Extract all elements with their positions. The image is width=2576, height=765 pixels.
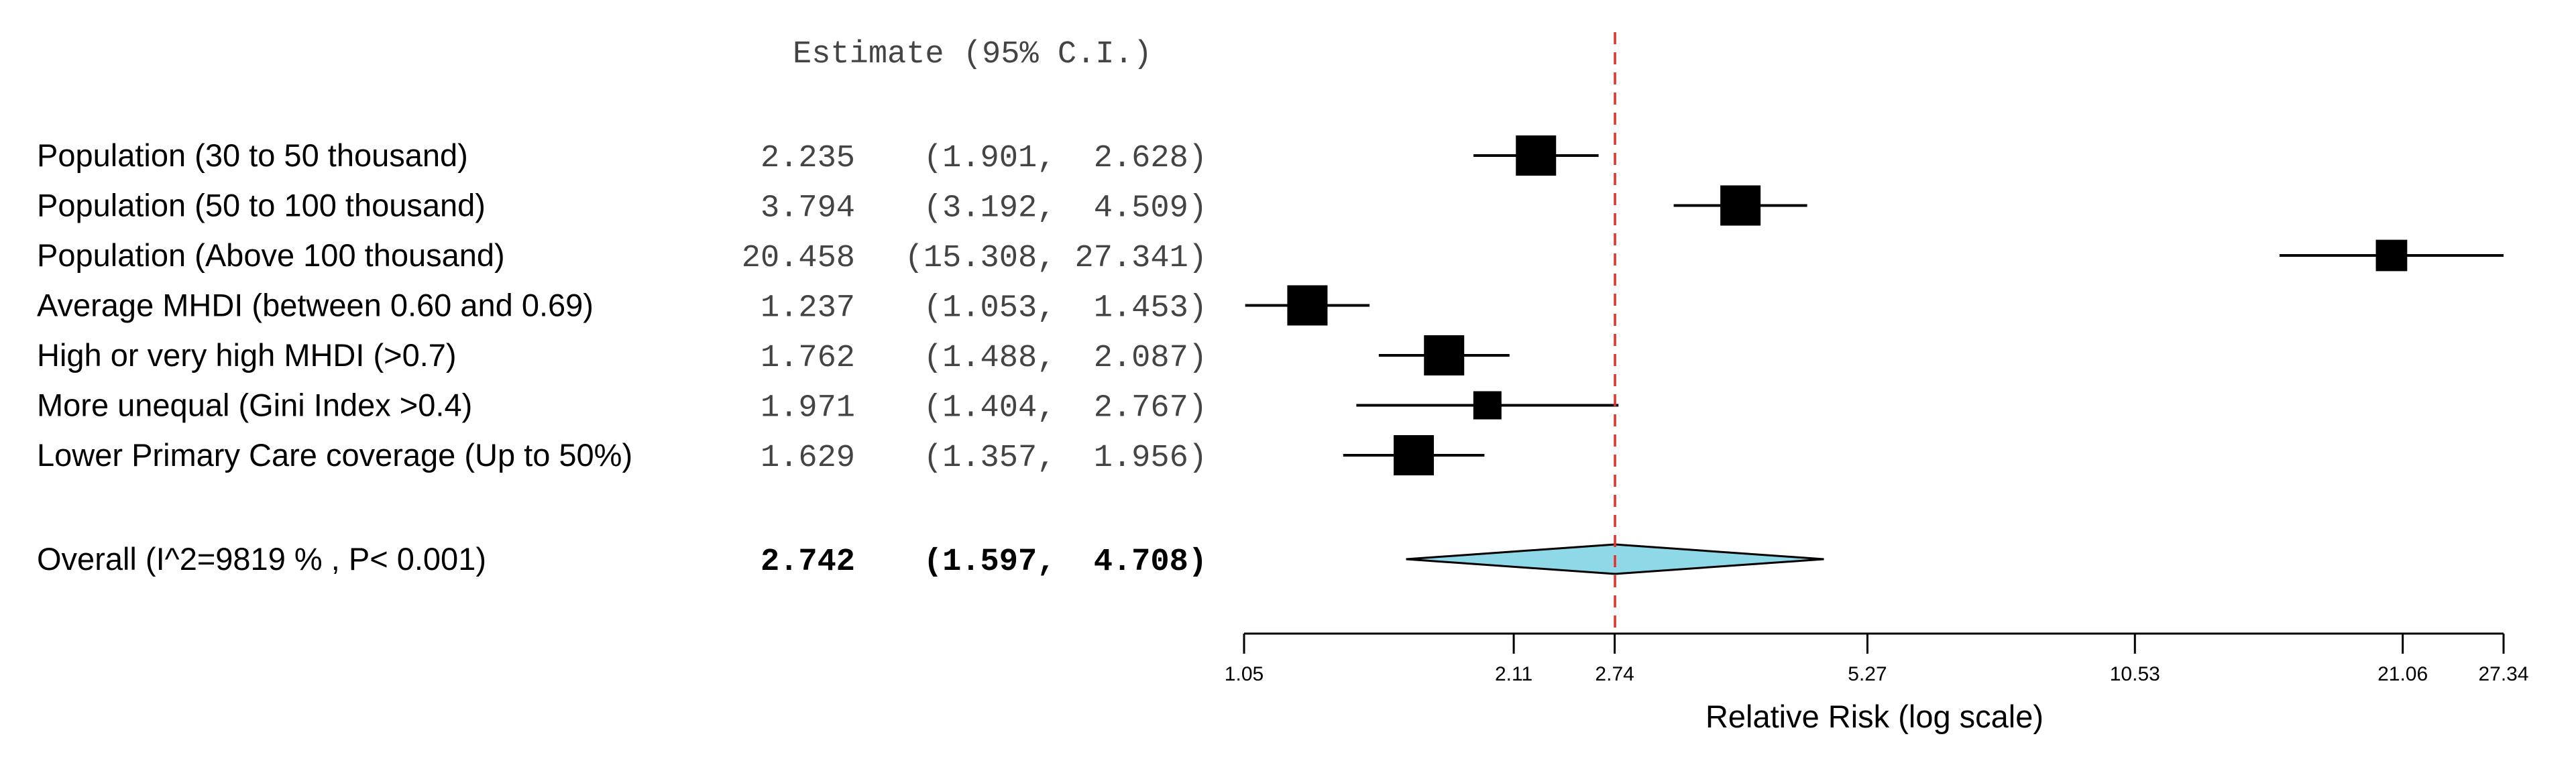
estimate-marker (1720, 185, 1761, 226)
estimate-marker (1473, 391, 1502, 420)
x-tick-label: 10.53 (2110, 663, 2160, 685)
x-tick-label: 2.74 (1595, 663, 1634, 685)
estimate-marker (1287, 285, 1328, 326)
overall-ci: (1.597, 4.708) (923, 544, 1207, 580)
forest-row: More unequal (Gini Index >0.4) 1.971 (1.40… (37, 388, 1619, 426)
row-estimate: 3.794 (761, 191, 855, 227)
forest-row: High or very high MHDI (>0.7) 1.762 (1.488… (37, 335, 1510, 376)
estimate-header: Estimate (95% C.I.) (793, 37, 1152, 72)
row-ci: (1.357, 1.956) (923, 440, 1207, 476)
overall-estimate: 2.742 (761, 544, 855, 580)
forest-row: Lower Primary Care coverage (Up to 50%) 1… (37, 435, 1485, 476)
x-tick-label: 21.06 (2377, 663, 2428, 685)
row-estimate: 1.971 (761, 391, 855, 426)
forest-row: Population (30 to 50 thousand) 2.235 (1.90… (37, 135, 1599, 176)
row-estimate: 1.762 (761, 341, 855, 376)
overall-label: Overall (I^2=9819 % , P< 0.001) (37, 541, 486, 577)
row-ci: (15.308, 27.341) (905, 241, 1207, 276)
row-label: More unequal (Gini Index >0.4) (37, 388, 472, 423)
row-label: Population (30 to 50 thousand) (37, 137, 468, 173)
row-label: Lower Primary Care coverage (Up to 50%) (37, 437, 632, 473)
row-ci: (1.488, 2.087) (923, 341, 1207, 376)
estimate-marker (1394, 435, 1435, 475)
row-estimate: 1.237 (761, 291, 855, 327)
row-estimate: 2.235 (761, 141, 855, 176)
row-estimate: 1.629 (761, 440, 855, 476)
rows-group: Population (30 to 50 thousand) 2.235 (1.90… (37, 135, 2504, 476)
row-ci: (3.192, 4.509) (923, 191, 1207, 227)
x-tick-label: 5.27 (1848, 663, 1887, 685)
row-ci: (1.053, 1.453) (923, 291, 1207, 327)
x-tick-label: 1.05 (1225, 663, 1264, 685)
estimate-marker (2375, 239, 2408, 272)
row-label: Population (50 to 100 thousand) (37, 188, 486, 223)
row-estimate: 20.458 (742, 241, 855, 276)
x-tick-label: 2.11 (1495, 663, 1532, 685)
forest-row: Average MHDI (between 0.60 and 0.69) 1.23… (37, 285, 1370, 327)
forest-row: Population (Above 100 thousand) 20.458 (15… (37, 237, 2504, 276)
row-ci: (1.404, 2.767) (923, 391, 1207, 426)
row-ci: (1.901, 2.628) (923, 141, 1207, 176)
row-label: Average MHDI (between 0.60 and 0.69) (37, 288, 594, 323)
estimate-marker (1516, 135, 1557, 176)
x-axis: 1.05 2.11 2.74 5.27 10.53 21.06 27.34 (1225, 632, 2529, 685)
forest-row: Population (50 to 100 thousand) 3.794 (3.1… (37, 185, 1807, 227)
overall-group: Overall (I^2=9819 % , P< 0.001) 2.742 (1.5… (37, 541, 1824, 580)
x-tick-label: 27.34 (2478, 663, 2528, 685)
x-axis-label: Relative Risk (log scale) (1705, 699, 2043, 734)
row-label: High or very high MHDI (>0.7) (37, 337, 457, 373)
row-label: Population (Above 100 thousand) (37, 237, 505, 273)
estimate-marker (1424, 335, 1465, 375)
